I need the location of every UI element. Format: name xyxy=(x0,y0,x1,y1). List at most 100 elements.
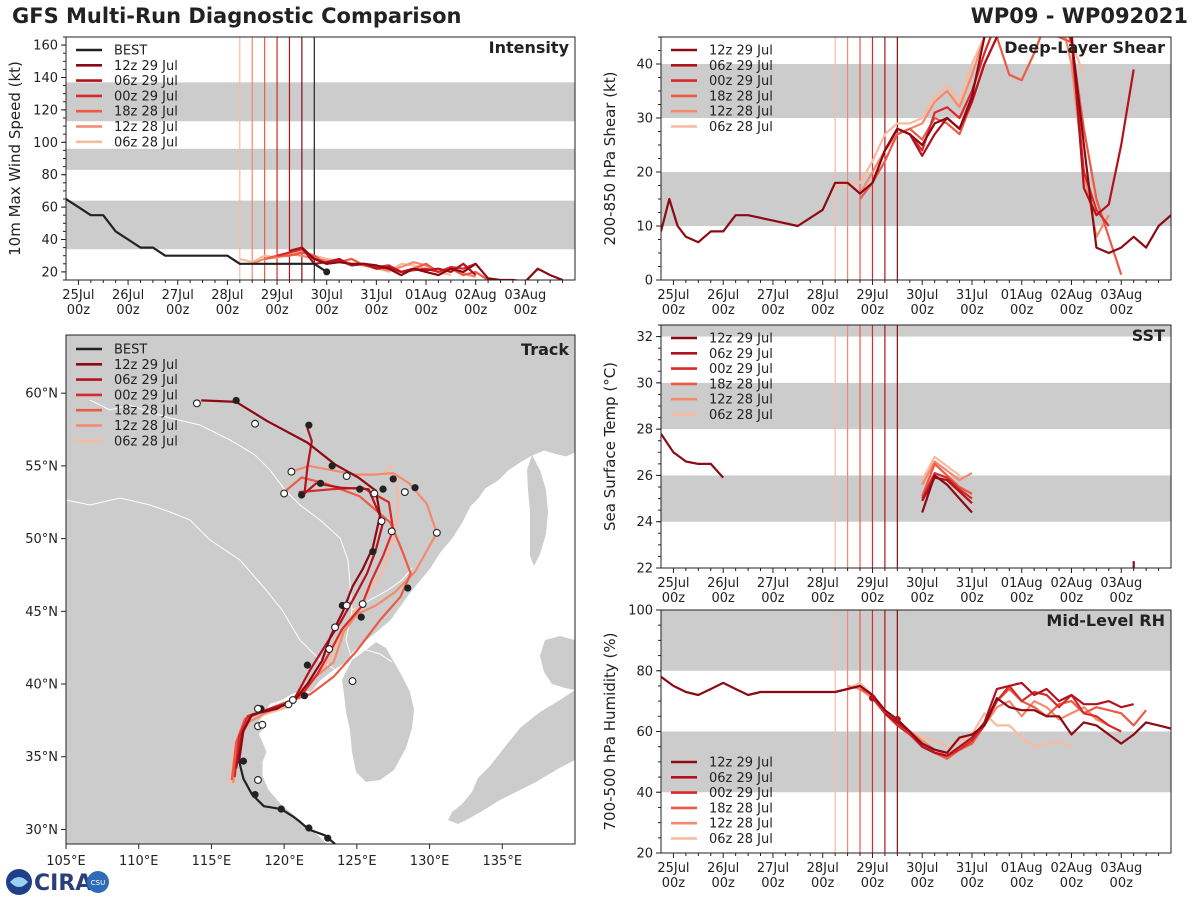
y-tick-label: 20 xyxy=(636,847,653,862)
y-tick-label: 0 xyxy=(645,274,653,289)
x-tick-hour: 00z xyxy=(861,303,885,318)
x-tick-hour: 00z xyxy=(1010,876,1034,891)
y-axis-label: 700-500 hPa Humidity (%) xyxy=(601,632,619,830)
track-dot-filled xyxy=(324,834,332,842)
storm-id: WP09 - WP092021 xyxy=(970,4,1188,28)
x-tick-day: 28Jul xyxy=(807,288,839,303)
legend-label: 12z 28 Jul xyxy=(709,817,773,832)
landmass-korea xyxy=(342,642,414,782)
x-tick-day: 31Jul xyxy=(360,288,392,303)
track-panel: 105°E 110°E 115°E 120°E 125°E 130°E 135°E 30°N 3… xyxy=(25,334,576,869)
series-line-12z-28-jul xyxy=(846,37,1110,238)
track-dot-filled xyxy=(300,692,309,700)
x-tick-day: 26Jul xyxy=(112,288,144,303)
track-dot-filled xyxy=(379,485,387,493)
logo-swirl-icon xyxy=(10,877,28,887)
series-line-18z-28-jul xyxy=(921,462,973,497)
x-tick-hour: 00z xyxy=(861,591,885,606)
x-tick-day: 26Jul xyxy=(707,861,739,876)
series-line-12z-29-jul xyxy=(661,37,1171,255)
legend-label: BEST xyxy=(114,44,147,59)
track-dot-open xyxy=(254,776,262,784)
legend-label: 12z 28 Jul xyxy=(709,393,773,408)
series-line-12z-29-jul xyxy=(301,246,564,280)
track-dot-open xyxy=(400,488,409,497)
x-tick-hour: 00z xyxy=(116,303,140,318)
y-tick-label: 50°N xyxy=(25,532,58,547)
x-tick-hour: 00z xyxy=(712,303,736,318)
track-dot-filled xyxy=(369,548,377,556)
legend-label: 06z 29 Jul xyxy=(114,373,178,388)
legend-label: 00z 29 Jul xyxy=(709,362,773,377)
legend-label: 06z 28 Jul xyxy=(114,135,178,150)
series-line-06z-28-jul xyxy=(921,455,961,481)
series-line-06z-28-jul xyxy=(834,37,1085,190)
x-tick-hour: 00z xyxy=(911,303,935,318)
legend-label: 18z 28 Jul xyxy=(709,89,773,104)
x-tick-day: 31Jul xyxy=(956,861,988,876)
series-line-12z-29-jul xyxy=(921,474,973,514)
track-dot-open xyxy=(254,704,262,713)
track-dot-filled xyxy=(411,484,419,492)
x-tick-hour: 00z xyxy=(662,591,686,606)
y-axis-label: 10m Max Wind Speed (kt) xyxy=(6,61,24,256)
x-tick-day: 30Jul xyxy=(311,288,343,303)
y-tick-label: 24 xyxy=(636,515,653,530)
track-dot-open xyxy=(370,489,379,498)
landmass-hokkaido xyxy=(540,636,575,690)
legend-label: 00z 29 Jul xyxy=(709,786,773,801)
x-tick-day: 25Jul xyxy=(62,288,94,303)
y-tick-label: 32 xyxy=(636,330,653,345)
x-tick-hour: 00z xyxy=(67,303,91,318)
x-tick-hour: 00z xyxy=(1010,303,1034,318)
best-track-path xyxy=(238,760,336,844)
series-group xyxy=(66,198,564,280)
x-tick-day: 29Jul xyxy=(856,576,888,591)
x-tick-day: 26Jul xyxy=(707,288,739,303)
landmass-continent xyxy=(66,335,575,844)
x-tick-hour: 00z xyxy=(662,303,686,318)
legend-label: 12z 29 Jul xyxy=(709,332,773,347)
track-dot-filled xyxy=(357,613,365,621)
x-tick-day: 01Aug xyxy=(405,288,447,303)
track-dot-filled xyxy=(305,824,313,832)
panel-title: SST xyxy=(1132,326,1165,345)
x-tick-hour: 00z xyxy=(761,591,785,606)
series-line-12z-29-jul xyxy=(661,675,1171,754)
legend-label: BEST xyxy=(114,343,147,358)
x-tick-day: 02Aug xyxy=(1051,288,1093,303)
y-axis-label: Sea Surface Temp (°C) xyxy=(601,362,619,531)
track-dot-filled xyxy=(277,805,285,813)
y-tick-label: 30 xyxy=(636,112,653,127)
x-tick-day: 03Aug xyxy=(1100,288,1142,303)
legend-label: 06z 28 Jul xyxy=(114,434,178,449)
x-tick-day: 03Aug xyxy=(1100,576,1142,591)
x-tick-day: 30Jul xyxy=(906,288,938,303)
x-tick-label: 115°E xyxy=(192,854,232,869)
x-tick-day: 30Jul xyxy=(906,861,938,876)
x-tick-day: 28Jul xyxy=(807,861,839,876)
track-dot-filled xyxy=(232,396,240,405)
y-tick-label: 20 xyxy=(41,265,58,280)
x-tick-day: 27Jul xyxy=(757,576,789,591)
legend-label: 06z 28 Jul xyxy=(709,832,773,847)
x-tick-day: 28Jul xyxy=(211,288,243,303)
y-tick-label: 40 xyxy=(636,58,653,73)
shaded-band xyxy=(661,382,1171,430)
track-dot-open xyxy=(251,419,260,428)
y-tick-label: 100 xyxy=(33,136,58,151)
x-tick-hour: 00z xyxy=(1060,591,1084,606)
x-tick-day: 29Jul xyxy=(856,288,888,303)
x-tick-label: 120°E xyxy=(264,854,304,869)
best-dot xyxy=(323,268,331,276)
x-tick-label: 105°E xyxy=(46,854,86,869)
y-tick-label: 140 xyxy=(33,71,58,86)
x-tick-hour: 00z xyxy=(960,303,984,318)
track-line-06z-29-jul xyxy=(235,427,385,769)
x-tick-label: 125°E xyxy=(337,854,377,869)
x-tick-hour: 00z xyxy=(811,591,835,606)
x-tick-hour: 00z xyxy=(265,303,289,318)
panel-title: Deep-Layer Shear xyxy=(1004,38,1165,57)
shaded-band xyxy=(661,610,1171,671)
